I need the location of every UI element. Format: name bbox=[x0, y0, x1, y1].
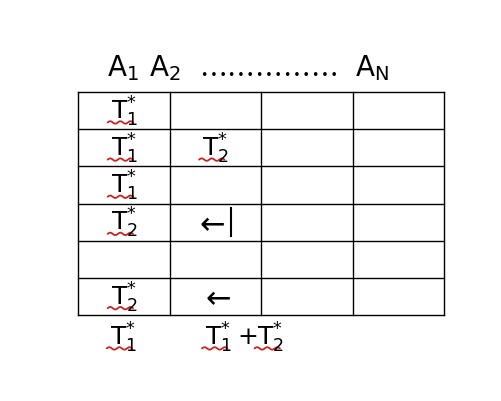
Text: $\mathrm{T}_{1}^{*}$: $\mathrm{T}_{1}^{*}$ bbox=[109, 320, 136, 354]
Text: $\mathrm{T}_{2}^{*}$: $\mathrm{T}_{2}^{*}$ bbox=[201, 132, 228, 166]
Text: $\mathrm{T}_{1}^{*}$: $\mathrm{T}_{1}^{*}$ bbox=[110, 168, 137, 203]
Text: $\mathrm{T}_{1}^{*}$: $\mathrm{T}_{1}^{*}$ bbox=[110, 94, 137, 128]
Text: $\mathrm{T}_{2}^{*}$: $\mathrm{T}_{2}^{*}$ bbox=[110, 206, 137, 240]
Text: $\mathrm{T}_{2}^{*}$: $\mathrm{T}_{2}^{*}$ bbox=[110, 279, 137, 314]
Text: +: + bbox=[236, 325, 258, 348]
Text: $\mathrm{A}_{1}$: $\mathrm{A}_{1}$ bbox=[107, 53, 139, 83]
Text: $\mathrm{T}_{2}^{*}$: $\mathrm{T}_{2}^{*}$ bbox=[257, 320, 284, 354]
Text: $\leftarrow$: $\leftarrow$ bbox=[199, 282, 231, 311]
Text: $\mathrm{T}_{1}^{*}$: $\mathrm{T}_{1}^{*}$ bbox=[110, 132, 137, 166]
Text: $\mathrm{T}_{1}^{*}$: $\mathrm{T}_{1}^{*}$ bbox=[204, 320, 231, 354]
Text: $\mathrm{A}_{2}$  ……………  $\mathrm{A}_{\mathrm{N}}$: $\mathrm{A}_{2}$ …………… $\mathrm{A}_{\mat… bbox=[148, 53, 388, 83]
Text: $\leftarrow$: $\leftarrow$ bbox=[193, 208, 225, 237]
